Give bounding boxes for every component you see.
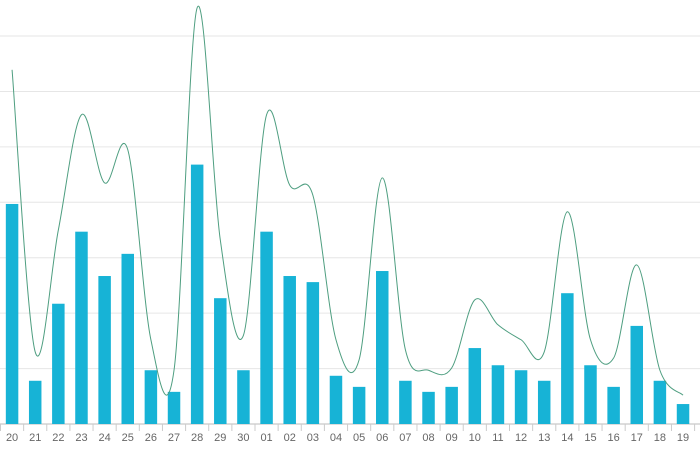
x-tick-label: 21: [29, 432, 41, 444]
bar: [376, 271, 389, 424]
bar: [260, 231, 273, 424]
x-tick-label: 19: [677, 432, 689, 444]
x-tick-label: 11: [492, 432, 503, 444]
bar: [537, 380, 551, 424]
bar: [52, 303, 65, 424]
x-tick-label: 08: [422, 432, 434, 444]
x-tick-label: 26: [145, 432, 157, 444]
bar: [561, 293, 574, 424]
x-tick-label: 18: [654, 432, 666, 444]
bar: [445, 386, 458, 424]
bar: [653, 380, 667, 424]
bar: [514, 370, 528, 424]
bar: [676, 404, 690, 424]
x-tick-label: 30: [237, 432, 249, 444]
x-tick-label: 16: [607, 432, 619, 444]
bar: [329, 375, 343, 424]
x-tick-label: 22: [52, 432, 64, 444]
bar: [98, 276, 111, 424]
line: [11, 5, 684, 396]
x-tick-label: 06: [376, 432, 388, 444]
bar: [5, 203, 19, 424]
x-tick-label: 28: [191, 432, 203, 444]
x-tick-label: 09: [446, 432, 458, 444]
bar: [306, 282, 320, 424]
x-tick-label: 15: [584, 432, 596, 444]
bar: [237, 370, 250, 424]
bar: [399, 380, 412, 424]
bar: [584, 365, 597, 424]
x-tick-label: 02: [284, 432, 296, 444]
x-tick-label: 12: [515, 432, 527, 444]
x-tick-label: 10: [469, 432, 481, 444]
x-tick-label: 25: [122, 432, 134, 444]
bar: [167, 391, 181, 424]
bar: [121, 253, 134, 424]
bar: [214, 298, 227, 424]
x-tick-label: 05: [353, 432, 365, 444]
x-tick-label: 07: [399, 432, 411, 444]
x-tick-label: 23: [75, 432, 87, 444]
bar: [190, 164, 204, 425]
bar: [75, 231, 88, 424]
bar: [607, 386, 620, 424]
x-tick-label: 03: [307, 432, 319, 444]
x-tick-label: 20: [6, 432, 18, 444]
bar: [283, 276, 296, 424]
bar: [491, 365, 505, 424]
bar: [352, 386, 366, 424]
bar: [28, 380, 42, 424]
x-tick-label: 14: [561, 432, 573, 444]
x-tick-label: 01: [260, 432, 272, 444]
x-tick-label: 04: [330, 432, 342, 444]
bar: [630, 325, 644, 424]
bar: [144, 370, 158, 424]
x-tick-label: 29: [214, 432, 226, 444]
x-tick-label: 27: [168, 432, 180, 444]
x-tick-label: 17: [631, 432, 643, 444]
bar: [422, 391, 435, 424]
x-tick-label: 24: [98, 432, 110, 444]
bar: [468, 348, 482, 424]
x-tick-label: 13: [538, 432, 550, 444]
